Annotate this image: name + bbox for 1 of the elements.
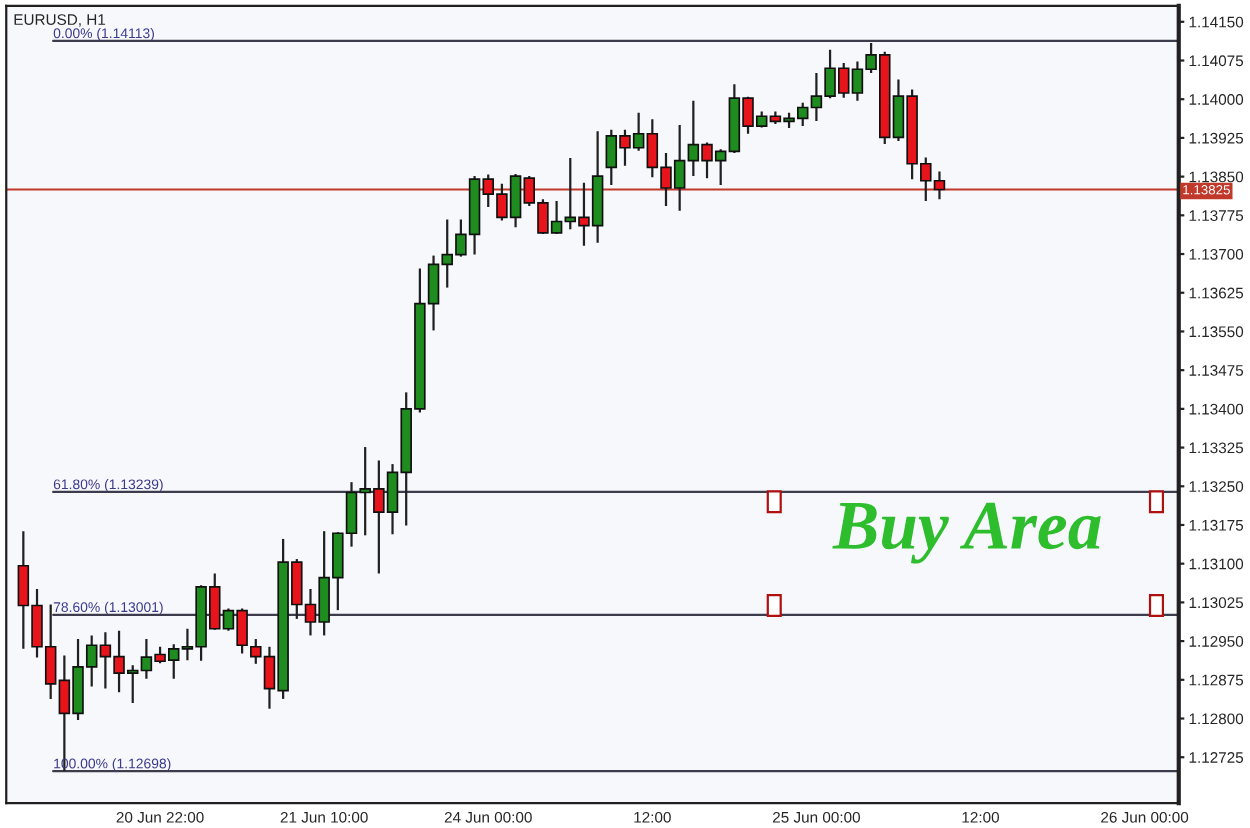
annotation: Buy Area xyxy=(832,502,1101,564)
